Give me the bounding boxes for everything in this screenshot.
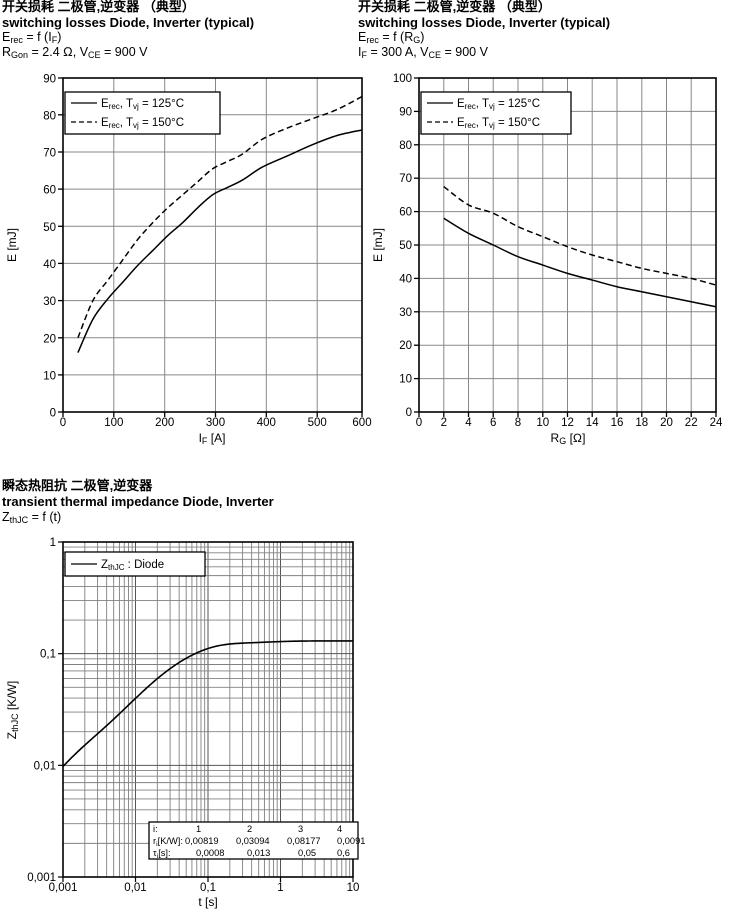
svg-text:0,08177: 0,08177 [287,836,321,846]
svg-text:50: 50 [43,222,56,234]
svg-text:10: 10 [536,417,549,429]
svg-text:0,1: 0,1 [40,649,56,661]
svg-text:0,03094: 0,03094 [236,836,270,846]
svg-text:开关损耗 二极管,逆变器 （典型）: 开关损耗 二极管,逆变器 （典型） [358,0,551,14]
svg-text:20: 20 [399,340,412,352]
svg-text:100: 100 [393,73,412,85]
svg-text:0,05: 0,05 [298,848,316,858]
svg-text:4: 4 [337,824,342,834]
svg-text:80: 80 [43,110,56,122]
svg-text:10: 10 [399,374,412,386]
svg-text:0,01: 0,01 [34,760,56,772]
svg-text:0: 0 [416,417,422,429]
svg-text:18: 18 [635,417,648,429]
svg-text:60: 60 [43,185,56,197]
svg-text:0: 0 [60,417,66,429]
svg-text:12: 12 [561,417,574,429]
svg-text:1: 1 [277,882,283,894]
svg-text:t [s]: t [s] [198,895,217,909]
svg-text:30: 30 [43,296,56,308]
svg-text:0,1: 0,1 [200,882,216,894]
svg-text:3: 3 [298,824,303,834]
svg-text:瞬态热阻抗 二极管,逆变器: 瞬态热阻抗 二极管,逆变器 [2,478,153,493]
svg-text:90: 90 [43,74,56,86]
svg-text:6: 6 [490,417,496,429]
svg-text:10: 10 [43,370,56,382]
svg-text:RG [Ω]: RG [Ω] [551,431,586,446]
svg-text:24: 24 [710,417,723,429]
svg-text:开关损耗 二极管,逆变器 （典型）: 开关损耗 二极管,逆变器 （典型） [2,0,195,14]
svg-text:16: 16 [611,417,624,429]
svg-text:14: 14 [586,417,599,429]
svg-text:0,0008: 0,0008 [196,848,224,858]
svg-text:0,01: 0,01 [124,882,146,894]
svg-text:2: 2 [247,824,252,834]
svg-text:70: 70 [43,148,56,160]
svg-text:1: 1 [50,537,56,549]
svg-text:500: 500 [308,417,327,429]
svg-text:i:: i: [153,824,158,834]
svg-text:22: 22 [685,417,698,429]
svg-text:transient thermal impedance Di: transient thermal impedance Diode, Inver… [2,494,274,509]
svg-text:40: 40 [43,259,56,271]
svg-text:IF = 300 A, VCE = 900 V: IF = 300 A, VCE = 900 V [358,45,489,60]
svg-text:400: 400 [257,417,276,429]
svg-text:0: 0 [406,407,412,419]
svg-text:switching losses Diode, Invert: switching losses Diode, Inverter (typica… [2,15,254,30]
svg-text:70: 70 [399,173,412,185]
svg-text:0,00819: 0,00819 [185,836,219,846]
svg-text:100: 100 [104,417,123,429]
svg-text:200: 200 [155,417,174,429]
svg-text:E [mJ]: E [mJ] [371,228,385,262]
svg-text:90: 90 [399,106,412,118]
svg-text:0,013: 0,013 [247,848,270,858]
svg-text:0,6: 0,6 [337,848,350,858]
svg-text:50: 50 [399,240,412,252]
svg-text:4: 4 [465,417,472,429]
svg-text:20: 20 [660,417,673,429]
svg-text:2: 2 [441,417,447,429]
svg-text:0: 0 [50,408,56,420]
svg-text:8: 8 [515,417,521,429]
svg-text:0,0091: 0,0091 [337,836,365,846]
svg-text:switching losses Diode, Invert: switching losses Diode, Inverter (typica… [358,15,610,30]
svg-text:1: 1 [196,824,201,834]
svg-text:40: 40 [399,273,412,285]
svg-text:300: 300 [206,417,225,429]
svg-text:60: 60 [399,207,412,219]
svg-text:600: 600 [352,417,371,429]
svg-text:E [mJ]: E [mJ] [5,228,19,262]
svg-text:30: 30 [399,307,412,319]
svg-text:20: 20 [43,333,56,345]
svg-text:10: 10 [347,882,360,894]
svg-text:0,001: 0,001 [27,872,56,884]
svg-text:80: 80 [399,140,412,152]
